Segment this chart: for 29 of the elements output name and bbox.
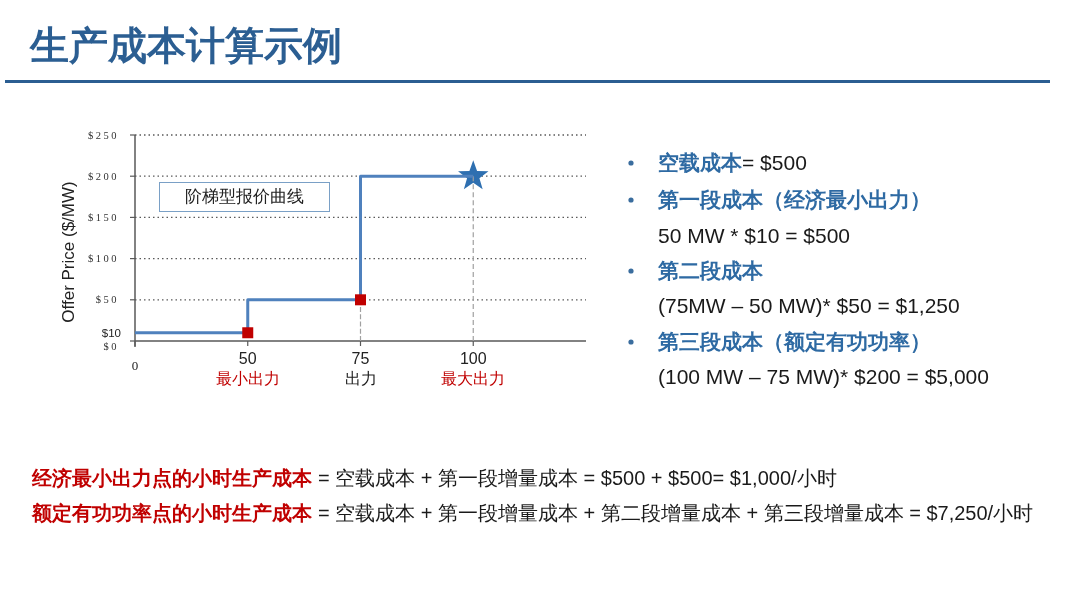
text: = 空载成本 + 第一段增量成本 = $500 + $500= $1,000/小时 <box>318 467 837 489</box>
x-tick-label: 50 <box>238 349 257 367</box>
y-tick-label: $0 <box>103 340 119 352</box>
text: 经济最小出力点的小时生产成本 <box>32 467 312 489</box>
text: 最大出力 <box>441 369 506 387</box>
y-tick-label: $50 <box>95 294 119 306</box>
text: (100 MW – 75 MW)* $200 = $5,000 <box>658 365 989 388</box>
text: 出力 <box>344 369 377 387</box>
x-tick-label: 75 <box>351 349 370 367</box>
y-tick-label: $10 <box>101 326 121 339</box>
chart-title: 生产成本计算示例 <box>30 23 342 69</box>
text: 50 MW * $10 = $500 <box>658 224 851 247</box>
text: 第一段成本（经济最小出力） <box>658 188 931 211</box>
y-tick-label: $100 <box>88 253 119 265</box>
text: = $500 <box>742 151 807 174</box>
text: 空载成本 <box>658 151 742 174</box>
text: (75MW – 50 MW)* $50 = $1,250 <box>658 294 960 317</box>
text: 额定有功功率点的小时生产成本 <box>32 502 312 524</box>
x-tick-label: 0 <box>131 357 139 373</box>
x-tick-label: 100 <box>459 349 487 367</box>
annotation: 阶梯型报价曲线 <box>159 182 330 212</box>
y-tick-label: $150 <box>88 211 119 223</box>
text: = 空载成本 + 第一段增量成本 + 第二段增量成本 + 第三段增量成本 = $7,250/小时 <box>318 502 1034 524</box>
y-tick-label: $200 <box>88 170 119 182</box>
text: 第二段成本 <box>658 259 763 282</box>
text: 第三段成本（额定有功功率） <box>658 330 931 353</box>
text: 最小出力 <box>215 369 280 387</box>
y-axis-title: Offer Price ($/MW) <box>58 181 78 323</box>
y-tick-label: $250 <box>88 129 119 141</box>
